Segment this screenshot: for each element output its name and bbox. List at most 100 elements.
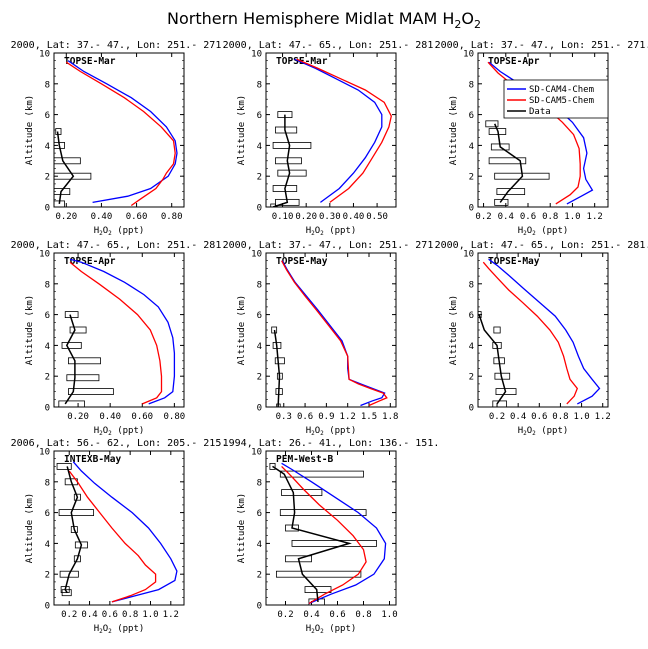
panel-title: 2000, Lat: 37.- 47., Lon: 251.- 271.	[11, 40, 228, 51]
legend-label-cam4: SD-CAM4-Chem	[529, 85, 594, 95]
y-tick-label: 10	[39, 448, 50, 458]
campaign-label: TOPSE-May	[488, 256, 540, 267]
panel-title: 2000, Lat: 37.- 47., Lon: 251.- 271.	[223, 240, 440, 251]
x-tick-label: 1.2	[340, 412, 356, 422]
x-tick-label: 0.30	[319, 212, 341, 222]
y-tick-label: 6	[257, 111, 262, 121]
y-tick-label: 6	[45, 311, 50, 321]
x-tick-label: 1.2	[595, 412, 611, 422]
series-cam4-line	[488, 258, 601, 405]
y-tick-label: 0	[469, 404, 474, 414]
x-tick-label: 1.2	[163, 610, 179, 620]
y-tick-label: 4	[257, 142, 262, 152]
obs-error-box	[73, 493, 81, 501]
series-cam5-line	[482, 261, 579, 405]
obs-error-box	[58, 400, 85, 407]
y-tick-label: 4	[257, 540, 262, 550]
x-tick-label: 0.40	[99, 412, 121, 422]
x-tick-label: 0.4	[510, 412, 526, 422]
x-tick-label: 1.0	[573, 412, 589, 422]
plot-area	[270, 58, 392, 207]
y-tick-label: 0	[257, 404, 262, 414]
x-tick-label: 0.9	[318, 412, 334, 422]
y-tick-label: 6	[469, 311, 474, 321]
campaign-label: TOPSE-Apr	[64, 256, 116, 267]
series-data-line	[272, 114, 291, 207]
series-data-line	[494, 123, 524, 203]
series-cam5-line	[281, 465, 367, 605]
obs-error-box	[73, 555, 81, 563]
figure-title: Northern Hemisphere Midlat MAM H2O2	[167, 9, 481, 31]
panel-title: 2000, Lat: 47.- 65., Lon: 251.- 281.	[11, 240, 228, 251]
obs-error-box	[281, 489, 323, 496]
y-axis-label: Altitude (km)	[25, 95, 35, 165]
plot-area	[58, 258, 176, 407]
y-tick-label: 8	[469, 280, 474, 290]
panels: 2000, Lat: 37.- 47., Lon: 251.- 271. 0 2 4 6…	[11, 40, 648, 635]
x-tick-label: 0.2	[489, 412, 505, 422]
series-cam4-line	[281, 462, 387, 605]
series-cam5-line	[281, 260, 388, 407]
x-tick-label: 0.3	[276, 412, 292, 422]
x-tick-label: 0.60	[131, 412, 153, 422]
y-tick-label: 10	[463, 50, 474, 60]
obs-error-box	[269, 462, 276, 470]
legend-label-cam5: SD-CAM5-Chem	[529, 96, 594, 106]
y-tick-label: 10	[39, 50, 50, 60]
y-tick-label: 2	[469, 373, 474, 383]
obs-error-box	[69, 326, 87, 334]
obs-error-box	[274, 357, 285, 365]
plot-area	[54, 60, 178, 207]
y-tick-label: 2	[45, 173, 50, 183]
x-axis-label: H2O2 (ppt)	[306, 426, 357, 437]
series-data-line	[273, 329, 281, 407]
y-axis-label: Altitude (km)	[25, 493, 35, 563]
y-axis-label: Altitude (km)	[237, 95, 247, 165]
panel-2: 2000, Lat: 47.- 65., Lon: 251.- 281. 0 2 4 6…	[223, 40, 440, 237]
y-tick-label: 4	[469, 342, 474, 352]
x-tick-label: 0.20	[55, 212, 77, 222]
y-tick-label: 0	[257, 602, 262, 612]
x-axis-label: H2O2 (ppt)	[94, 426, 145, 437]
plot-area	[478, 258, 601, 407]
y-axis-label: Altitude (km)	[449, 95, 459, 165]
x-tick-label: 0.2	[61, 610, 77, 620]
x-axis-label: H2O2 (ppt)	[518, 226, 569, 237]
y-tick-label: 2	[257, 571, 262, 581]
series-data-line	[478, 314, 507, 405]
panel-title: 2000, Lat: 47.- 65., Lon: 251.- 281.	[435, 240, 648, 251]
y-tick-label: 8	[45, 80, 50, 90]
series-data-line	[64, 314, 76, 405]
y-tick-label: 8	[257, 280, 262, 290]
y-tick-label: 2	[45, 373, 50, 383]
y-tick-label: 2	[45, 571, 50, 581]
obs-error-box	[495, 388, 517, 396]
obs-error-box	[58, 509, 95, 517]
y-axis-label: Altitude (km)	[237, 295, 247, 365]
x-tick-label: 0.2	[475, 212, 491, 222]
x-tick-label: 0.20	[67, 412, 89, 422]
y-tick-label: 10	[251, 50, 262, 60]
obs-error-box	[275, 570, 362, 578]
plot-area	[269, 462, 387, 605]
x-tick-label: 0.6	[102, 610, 118, 620]
legend-label-data: Data	[529, 107, 551, 117]
obs-error-box	[60, 586, 70, 593]
series-cam5-line	[296, 58, 392, 203]
x-tick-label: 0.4	[303, 610, 319, 620]
obs-error-box	[66, 374, 100, 382]
x-tick-label: 0.10	[272, 212, 294, 222]
panel-title: 2000, Lat: 37.- 47., Lon: 251.- 271.	[435, 40, 648, 51]
y-tick-label: 0	[45, 204, 50, 214]
obs-error-box	[494, 198, 509, 206]
x-tick-label: 0.6	[329, 610, 345, 620]
obs-error-box	[61, 341, 82, 349]
x-tick-label: 1.2	[587, 212, 603, 222]
y-tick-label: 10	[39, 250, 50, 260]
obs-error-box	[271, 326, 278, 334]
y-tick-label: 6	[469, 111, 474, 121]
x-tick-label: 1.8	[382, 412, 398, 422]
y-tick-label: 4	[45, 342, 50, 352]
